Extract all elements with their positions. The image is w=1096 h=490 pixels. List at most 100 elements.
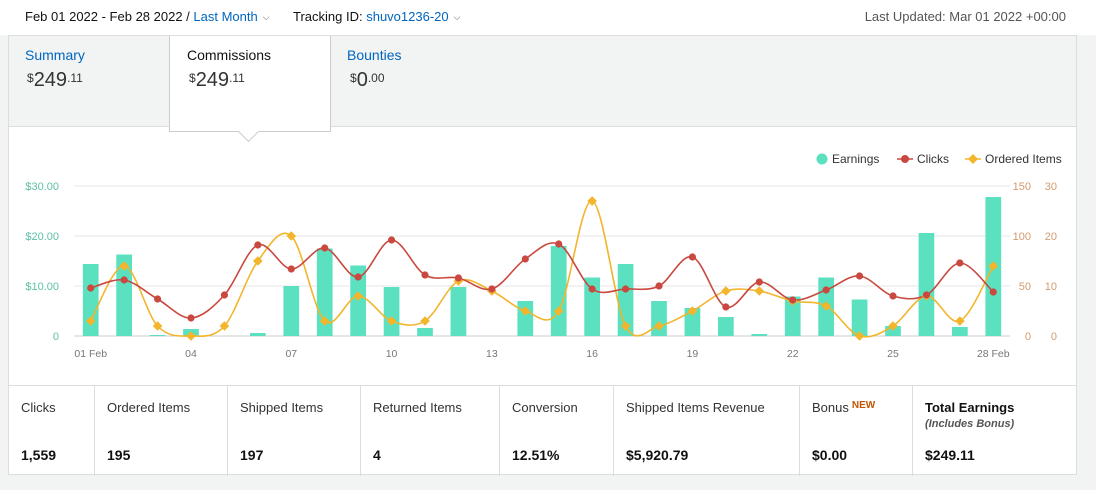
- x-tick-label: 04: [185, 348, 197, 360]
- period-label: Last Month: [193, 9, 258, 24]
- clicks-point: [153, 295, 162, 303]
- stats-row: Clicks 1,559 Ordered Items 195 Shipped Items…: [9, 385, 1076, 476]
- earnings-bar: [718, 317, 734, 336]
- stat-label-text: Shipped Items: [240, 400, 324, 415]
- stat-value: $0.00: [812, 447, 848, 463]
- clicks-point: [555, 240, 563, 248]
- currency-symbol: $: [350, 71, 357, 85]
- date-range: Feb 01 2022 - Feb 28 2022 / Last Month ⌵: [25, 9, 270, 24]
- tab-commissions[interactable]: Commissions $249.11: [169, 36, 331, 143]
- clicks-point: [755, 278, 763, 286]
- currency-symbol: $: [189, 71, 196, 85]
- tab-summary-amount: $249.11: [27, 69, 83, 92]
- y-right-outer-tick-label: 0: [1025, 331, 1031, 343]
- stat-label: Ordered Items: [107, 400, 190, 415]
- y-right-inner-tick-label: 10: [1045, 281, 1057, 293]
- ordered-items-point: [754, 286, 765, 296]
- stat-label-text: Total Earnings: [925, 400, 1015, 415]
- ordered-items-point: [821, 301, 831, 311]
- y-right-outer-tick-label: 150: [1013, 181, 1031, 193]
- y-left-tick-label: $30.00: [25, 181, 59, 193]
- legend-clicks-label: Clicks: [917, 152, 949, 166]
- clicks-point: [354, 273, 362, 281]
- y-left-tick-label: $20.00: [25, 231, 59, 243]
- earnings-bar: [149, 335, 166, 336]
- x-tick-label: 10: [386, 348, 398, 360]
- y-right-inner-tick-label: 20: [1045, 231, 1057, 243]
- y-left-tick-label: $10.00: [25, 281, 59, 293]
- tracking-id: Tracking ID: shuvo1236-20 ⌵: [293, 9, 460, 24]
- new-badge: NEW: [851, 400, 876, 411]
- clicks-point: [287, 265, 295, 273]
- ordered-items-point: [587, 196, 597, 206]
- stat-label: Total Earnings: [925, 400, 1014, 415]
- ordered-items-point: [854, 331, 865, 341]
- stat-clicks: Clicks 1,559: [9, 386, 95, 476]
- report-panel: Summary $249.11 Commissions $249.11 Boun…: [8, 35, 1077, 476]
- clicks-point: [621, 285, 630, 293]
- earnings-bar: [250, 333, 266, 336]
- stat-ordered-items: Ordered Items 195: [95, 386, 228, 476]
- stat-label-text: Conversion: [512, 400, 578, 415]
- stat-value: 197: [240, 447, 264, 463]
- stat-value: $249.11: [925, 447, 975, 463]
- tab-commissions-amount: $249.11: [189, 69, 245, 92]
- ordered-items-point: [186, 331, 196, 341]
- x-tick-label: 22: [787, 348, 799, 360]
- tab-summary[interactable]: Summary $249.11: [9, 36, 169, 126]
- ordered-items-point: [988, 261, 999, 271]
- ordered-items-point: [152, 321, 163, 331]
- earnings-bar: [617, 264, 634, 336]
- tab-commissions-title: Commissions: [187, 47, 272, 63]
- ordered-items-point: [253, 256, 263, 266]
- tracking-id-dropdown[interactable]: shuvo1236-20 ⌵: [366, 9, 460, 24]
- x-tick-label: 25: [887, 348, 899, 360]
- clicks-point: [321, 244, 329, 252]
- earnings-bar: [784, 296, 801, 336]
- clicks-point: [120, 276, 128, 284]
- clicks-point: [956, 259, 964, 267]
- tracking-label: Tracking ID:: [293, 9, 363, 24]
- earnings-bar: [584, 277, 600, 336]
- earnings-bar: [116, 254, 132, 336]
- earnings-bar: [383, 287, 400, 336]
- tab-summary-title: Summary: [25, 47, 85, 63]
- earnings-bar: [885, 326, 901, 336]
- ordered-items-line: [90, 200, 994, 338]
- y-right-outer-tick-label: 100: [1013, 231, 1031, 243]
- stat-conversion: Conversion 12.51%: [500, 386, 614, 476]
- stat-total-earnings: Total Earnings (Includes Bonus) $249.11: [913, 386, 1076, 476]
- legend-ordered-label: Ordered Items: [985, 152, 1062, 166]
- legend-earnings-label: Earnings: [832, 152, 879, 166]
- earnings-bar: [952, 327, 968, 336]
- period-dropdown[interactable]: Last Month ⌵: [193, 9, 269, 24]
- filter-bar: Feb 01 2022 - Feb 28 2022 / Last Month ⌵ …: [0, 0, 1096, 35]
- clicks-point: [822, 286, 830, 294]
- ordered-items-point: [553, 306, 564, 316]
- ordered-items-point: [955, 316, 965, 326]
- x-tick-label: 01 Feb: [74, 348, 107, 360]
- clicks-point: [688, 253, 697, 261]
- chevron-down-icon: ⌵: [262, 12, 270, 22]
- ordered-items-point: [888, 321, 898, 331]
- earnings-bar: [851, 299, 868, 336]
- clicks-point: [187, 314, 195, 322]
- y-left-tick-label: 0: [53, 331, 59, 343]
- x-tick-label: 28 Feb: [977, 348, 1010, 360]
- earnings-bar: [450, 287, 467, 336]
- stat-label-text: Returned Items: [373, 400, 462, 415]
- stat-label: Bonus NEW: [812, 400, 875, 415]
- amount-dec: .11: [67, 71, 83, 85]
- earnings-bar: [751, 334, 768, 336]
- stat-label-text: Shipped Items Revenue: [626, 400, 765, 415]
- tab-bounties[interactable]: Bounties $0.00: [331, 36, 491, 126]
- stat-label: Conversion: [512, 400, 578, 415]
- amount-int: 249: [195, 69, 230, 91]
- tab-bounties-title: Bounties: [347, 47, 402, 63]
- ordered-items-point: [386, 316, 397, 326]
- clicks-point: [387, 236, 396, 244]
- earnings-chart: 0 0 0 $10.00 50 10 $20.00 100 20 $30.00 150 30 01 Fe…: [25, 152, 1062, 360]
- clicks-point: [655, 282, 663, 290]
- clicks-point: [220, 291, 229, 299]
- stat-value: 4: [373, 447, 381, 463]
